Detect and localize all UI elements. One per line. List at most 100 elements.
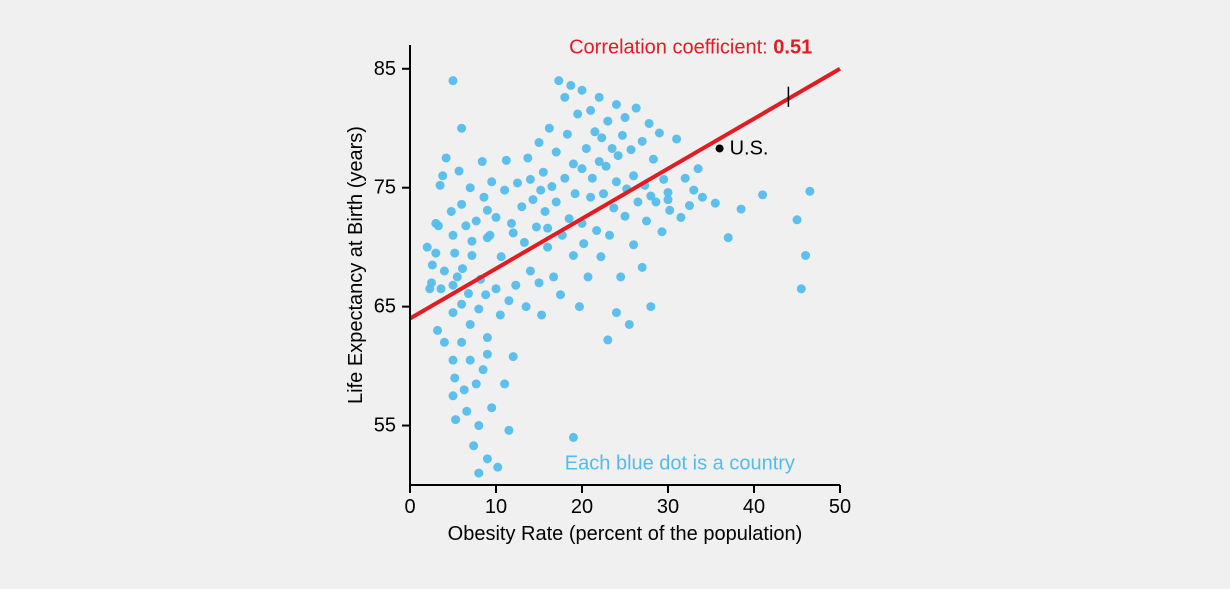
data-point (457, 199, 466, 208)
data-point (461, 221, 470, 230)
data-point (496, 310, 505, 319)
data-point (603, 116, 612, 125)
data-point (797, 284, 806, 293)
data-point (449, 308, 458, 317)
data-point (565, 214, 574, 223)
data-point (633, 197, 642, 206)
data-point (596, 252, 605, 261)
data-point (450, 373, 459, 382)
x-tick-label: 50 (829, 496, 851, 518)
data-point (681, 173, 690, 182)
data-point (560, 92, 569, 101)
data-point (469, 441, 478, 450)
data-point (433, 325, 442, 334)
data-point (588, 173, 597, 182)
data-point (474, 304, 483, 313)
data-point (651, 197, 660, 206)
data-point (434, 221, 443, 230)
highlight-label: U.S. (730, 137, 769, 159)
data-point (556, 290, 565, 299)
data-point (449, 391, 458, 400)
data-point (457, 299, 466, 308)
data-point (457, 123, 466, 132)
x-tick-label: 30 (657, 496, 679, 518)
data-point (599, 189, 608, 198)
data-point (618, 130, 627, 139)
data-point (685, 201, 694, 210)
data-point (549, 272, 558, 281)
data-point (664, 187, 673, 196)
data-point (586, 192, 595, 201)
data-point (479, 365, 488, 374)
data-point (466, 319, 475, 328)
data-point (603, 335, 612, 344)
x-tick-label: 10 (485, 496, 507, 518)
data-point (597, 133, 606, 142)
data-point (509, 228, 518, 237)
data-point (442, 153, 451, 162)
data-point (573, 109, 582, 118)
data-point (438, 171, 447, 180)
data-point (737, 204, 746, 213)
data-point (621, 211, 630, 220)
data-point (563, 129, 572, 138)
data-point (605, 230, 614, 239)
data-point (578, 85, 587, 94)
data-point (478, 157, 487, 166)
y-tick-label: 75 (374, 176, 396, 198)
data-point (449, 280, 458, 289)
data-point (616, 272, 625, 281)
y-axis-label: Life Expectancy at Birth (years) (345, 126, 367, 404)
data-point (642, 216, 651, 225)
data-point (560, 173, 569, 182)
data-point (758, 190, 767, 199)
data-point (612, 308, 621, 317)
data-point (504, 425, 513, 434)
data-point (447, 206, 456, 215)
data-point (602, 161, 611, 170)
data-point (455, 166, 464, 175)
data-point (655, 128, 664, 137)
x-tick-label: 0 (404, 496, 415, 518)
data-point (528, 195, 537, 204)
data-point (698, 192, 707, 201)
data-point (543, 242, 552, 251)
data-point (582, 143, 591, 152)
data-point (554, 76, 563, 85)
data-point (657, 227, 666, 236)
data-point (509, 352, 518, 361)
data-point (629, 240, 638, 249)
data-point (665, 205, 674, 214)
data-point (552, 147, 561, 156)
data-point (629, 171, 638, 180)
data-point (566, 80, 575, 89)
data-point (579, 239, 588, 248)
data-point (625, 319, 634, 328)
data-point (479, 192, 488, 201)
data-point (467, 250, 476, 259)
data-point (694, 164, 703, 173)
data-point (500, 185, 509, 194)
data-point (466, 355, 475, 364)
data-point (526, 174, 535, 183)
data-point (520, 237, 529, 246)
data-point (440, 337, 449, 346)
data-point (511, 280, 520, 289)
data-point (487, 177, 496, 186)
data-point (609, 203, 618, 212)
data-point (500, 379, 509, 388)
x-axis-label: Obesity Rate (percent of the population) (448, 523, 803, 545)
data-point (543, 223, 552, 232)
legend-note: Each blue dot is a country (565, 452, 795, 474)
trend-line (410, 68, 840, 318)
data-point (569, 159, 578, 168)
data-point (595, 92, 604, 101)
data-point (590, 127, 599, 136)
data-point (535, 138, 544, 147)
data-point (632, 103, 641, 112)
x-tick-label: 20 (571, 496, 593, 518)
data-point (449, 355, 458, 364)
data-point (627, 145, 636, 154)
data-point (645, 118, 654, 127)
data-point (592, 226, 601, 235)
